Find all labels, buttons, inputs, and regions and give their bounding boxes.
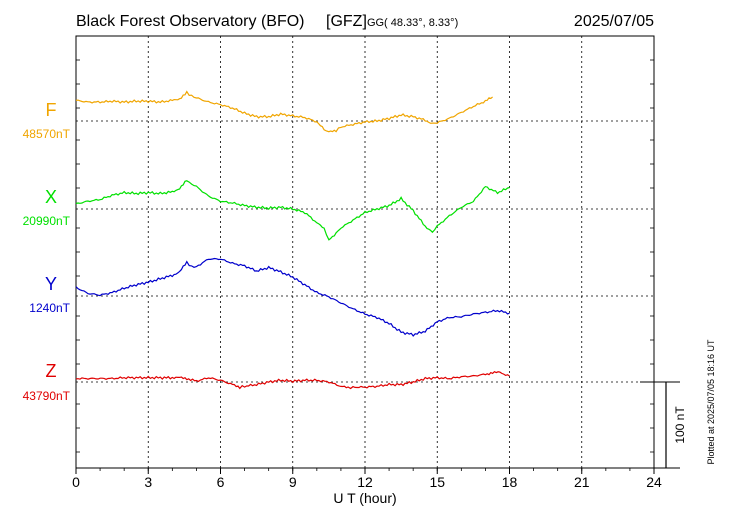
channel-name-z: Z [46,361,57,381]
x-tick-labels: 0 3 6 9 12 15 18 21 24 [72,474,662,490]
scale-bar: 100 nT [640,381,687,469]
plot-date: 2025/07/05 [574,13,654,30]
x-axis-label: U T (hour) [333,490,396,506]
x-tick-label: 3 [144,474,152,490]
scale-bar-label: 100 nT [673,406,687,444]
x-tick-label: 12 [357,474,373,490]
channel-labels: F 48570nT X 20990nT Y 1240nT Z 43790nT [23,100,71,403]
x-tick-label: 24 [646,474,662,490]
series-line-z [75,370,510,390]
x-tick-label: 18 [502,474,518,490]
channel-baseline-f: 48570nT [23,127,71,141]
channel-name-y: Y [45,274,57,294]
channel-name-x: X [45,187,57,207]
channel-baseline-x: 20990nT [23,214,71,228]
channel-name-f: F [46,100,57,120]
coords-prefix: GG [367,17,384,29]
plot-grid [75,35,655,474]
x-tick-label: 21 [574,474,590,490]
channel-baseline-y: 1240nT [29,301,70,315]
x-tick-label: 0 [72,474,80,490]
station-title: Black Forest Observatory (BFO) [76,13,305,30]
x-tick-label: 9 [289,474,297,490]
series-line-x [75,180,510,241]
plotted-at-note: Plotted at 2025/07/05 18:16 UT [706,339,716,465]
series-line-y [75,257,510,337]
series-layer [75,90,510,390]
station-coords: ( 48.33°, 8.33°) [384,17,458,29]
institute-tag: [GFZ] [326,13,367,30]
x-tick-label: 6 [217,474,225,490]
series-line-f [75,90,493,133]
x-tick-label: 15 [429,474,445,490]
channel-baseline-z: 43790nT [23,389,71,403]
